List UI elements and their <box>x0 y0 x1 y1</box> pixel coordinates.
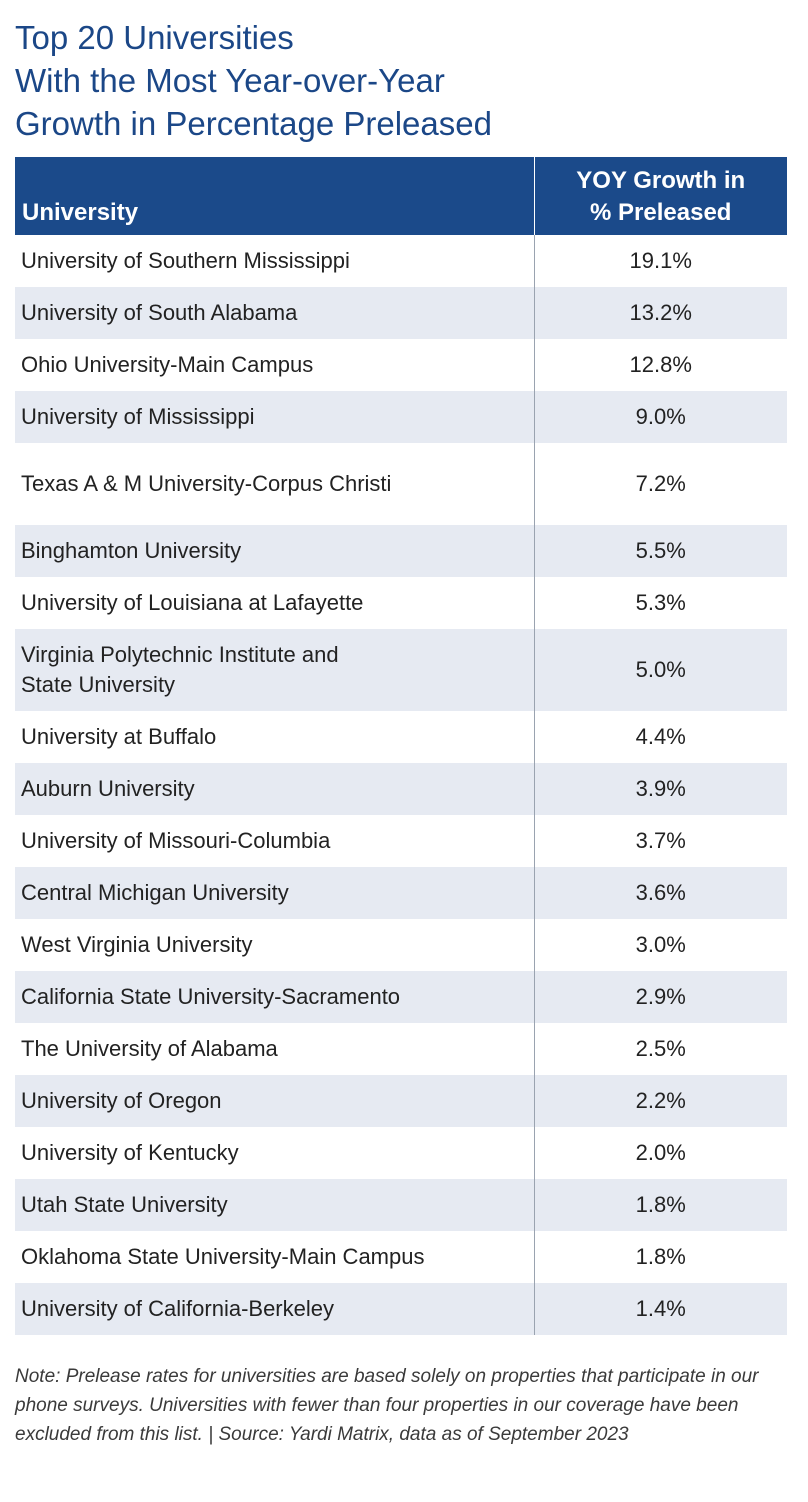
table-body: University of Southern Mississippi 19.1% U… <box>15 235 787 1335</box>
growth-value-cell: 7.2% <box>534 443 787 525</box>
growth-value-cell: 2.0% <box>534 1127 787 1179</box>
university-name-cell: California State University-Sacramento <box>15 971 535 1023</box>
growth-value-cell: 2.2% <box>534 1075 787 1127</box>
table-row: University of South Alabama 13.2% <box>15 287 787 339</box>
source-note: Note: Prelease rates for universities ar… <box>15 1366 759 1445</box>
table-row: University of California-Berkeley 1.4% <box>15 1283 787 1335</box>
table-row: University of Mississippi 9.0% <box>15 391 787 443</box>
chart-title: Top 20 Universities With the Most Year-o… <box>15 16 795 145</box>
growth-value-cell: 19.1% <box>534 235 787 287</box>
university-name-cell: University of Missouri-Columbia <box>15 815 535 867</box>
university-name-cell: University of Mississippi <box>15 391 535 443</box>
growth-value-cell: 1.8% <box>534 1231 787 1283</box>
growth-value-cell: 5.5% <box>534 525 787 577</box>
university-name-cell: The University of Alabama <box>15 1023 535 1075</box>
university-name-cell: University of Oregon <box>15 1075 535 1127</box>
table-row: University of Southern Mississippi 19.1% <box>15 235 787 287</box>
growth-value-cell: 1.8% <box>534 1179 787 1231</box>
chart-title-line-3: Growth in Percentage Preleased <box>15 105 492 142</box>
university-name-cell: University of South Alabama <box>15 287 535 339</box>
table-row: Oklahoma State University-Main Campus 1.8… <box>15 1231 787 1283</box>
table-row: Central Michigan University 3.6% <box>15 867 787 919</box>
table-row: Binghamton University 5.5% <box>15 525 787 577</box>
growth-value-cell: 1.4% <box>534 1283 787 1335</box>
growth-value-cell: 3.9% <box>534 763 787 815</box>
column-header-growth-line-2: % Preleased <box>590 199 732 226</box>
table-row: University of Oregon 2.2% <box>15 1075 787 1127</box>
university-name-cell: Utah State University <box>15 1179 535 1231</box>
table-row: Auburn University 3.9% <box>15 763 787 815</box>
table-row: Texas A & M University-Corpus Christi 7.2… <box>15 443 787 525</box>
table-row: Virginia Polytechnic Institute and State… <box>15 629 787 711</box>
growth-value-cell: 5.3% <box>534 577 787 629</box>
column-header-growth-line-1: YOY Growth in <box>576 167 746 194</box>
university-name-cell: University of Southern Mississippi <box>15 235 535 287</box>
table-row: California State University-Sacramento 2.… <box>15 971 787 1023</box>
table-row: University at Buffalo 4.4% <box>15 711 787 763</box>
table-row: Utah State University 1.8% <box>15 1179 787 1231</box>
university-name-cell: Texas A & M University-Corpus Christi <box>15 443 535 525</box>
university-name-cell: Virginia Polytechnic Institute and State… <box>15 629 535 711</box>
university-name-cell: Oklahoma State University-Main Campus <box>15 1231 535 1283</box>
column-header-growth: YOY Growth in % Preleased <box>534 157 787 235</box>
university-name-cell: University of Kentucky <box>15 1127 535 1179</box>
table-row: Ohio University-Main Campus 12.8% <box>15 339 787 391</box>
growth-value-cell: 9.0% <box>534 391 787 443</box>
growth-value-cell: 12.8% <box>534 339 787 391</box>
table-row: University of Missouri-Columbia 3.7% <box>15 815 787 867</box>
university-name-cell: University of Louisiana at Lafayette <box>15 577 535 629</box>
table-row: University of Kentucky 2.0% <box>15 1127 787 1179</box>
growth-value-cell: 2.9% <box>534 971 787 1023</box>
growth-value-cell: 3.0% <box>534 919 787 971</box>
table-header-row: University YOY Growth in % Preleased <box>15 157 787 235</box>
table-row: West Virginia University 3.0% <box>15 919 787 971</box>
table-row: The University of Alabama 2.5% <box>15 1023 787 1075</box>
growth-value-cell: 3.7% <box>534 815 787 867</box>
growth-value-cell: 2.5% <box>534 1023 787 1075</box>
university-name-cell: Ohio University-Main Campus <box>15 339 535 391</box>
column-header-university: University <box>15 157 535 235</box>
university-name-cell: Auburn University <box>15 763 535 815</box>
university-name-cell: University at Buffalo <box>15 711 535 763</box>
university-name-cell: West Virginia University <box>15 919 535 971</box>
universities-table: University YOY Growth in % Preleased Uni… <box>15 157 787 1335</box>
table-row: University of Louisiana at Lafayette 5.3% <box>15 577 787 629</box>
growth-value-cell: 13.2% <box>534 287 787 339</box>
growth-value-cell: 3.6% <box>534 867 787 919</box>
chart-title-line-2: With the Most Year-over-Year <box>15 62 445 99</box>
university-name-cell: University of California-Berkeley <box>15 1283 535 1335</box>
growth-value-cell: 5.0% <box>534 629 787 711</box>
growth-value-cell: 4.4% <box>534 711 787 763</box>
university-name-cell: Central Michigan University <box>15 867 535 919</box>
table-header: University YOY Growth in % Preleased <box>15 157 787 235</box>
university-name-cell: Binghamton University <box>15 525 535 577</box>
chart-title-line-1: Top 20 Universities <box>15 19 294 56</box>
